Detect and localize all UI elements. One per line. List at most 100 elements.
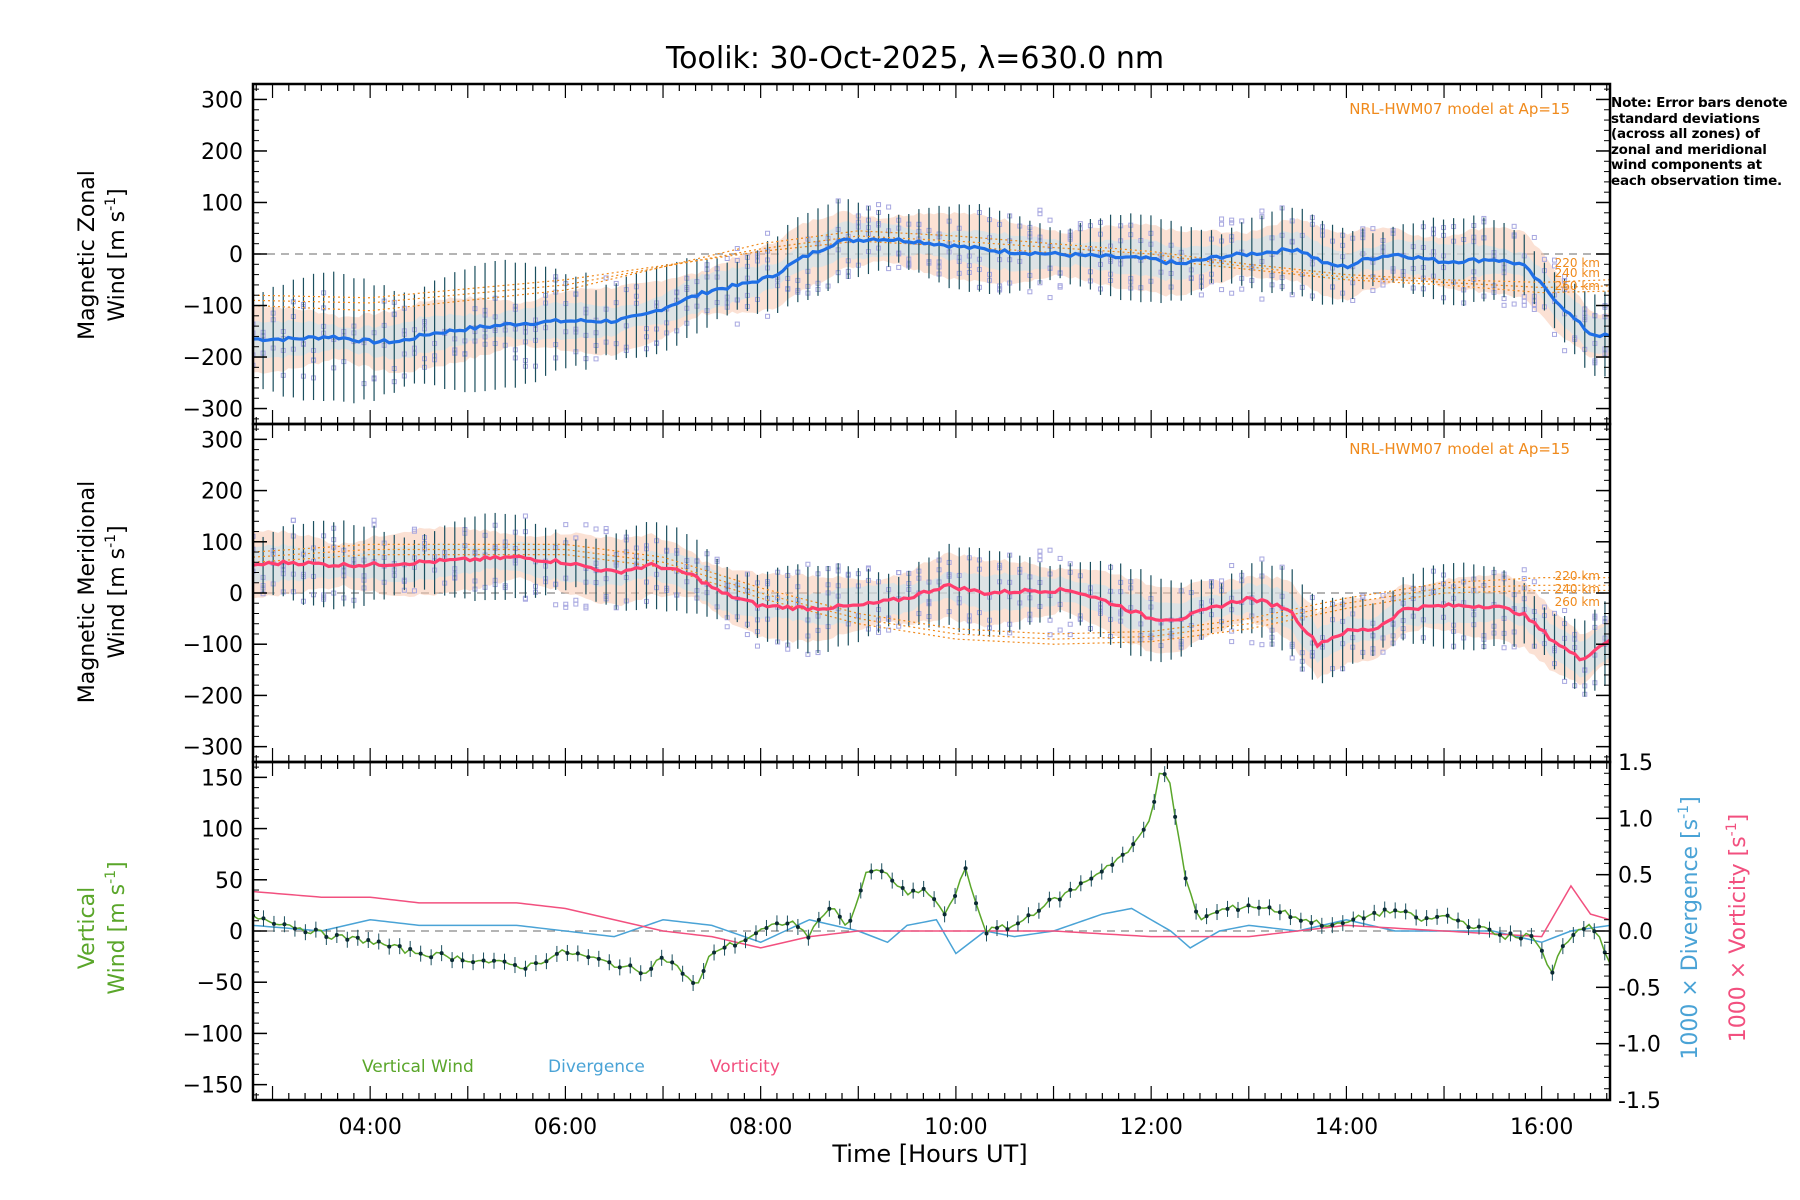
y-tick-label: −150 [183, 1074, 243, 1099]
zone-sample-point [1531, 579, 1537, 585]
y-tick-label: 100 [201, 531, 243, 556]
vorticity-ylabel-suffix: ] [1726, 814, 1751, 823]
zone-sample-point [1229, 220, 1235, 226]
vertical-wind-point [1298, 918, 1303, 923]
zone-sample-point [1047, 632, 1053, 638]
zone-sample-point [1047, 217, 1053, 223]
vorticity-ylabel-sup: -1 [1724, 822, 1740, 836]
zone-sample-point [734, 321, 740, 327]
zone-sample-point [1350, 297, 1356, 303]
zone-sample-point [1370, 287, 1376, 293]
y-tick-label: 300 [201, 428, 243, 453]
zone-sample-point [253, 546, 256, 552]
vertical-wind-point [670, 960, 675, 965]
vertical-wind-panel: -1.5 -1.0 -0.5 0.0 0.5 1.0 1.5 04:00 06:00 08:00 1… [183, 751, 1661, 1140]
vertical-wind-point [1351, 917, 1356, 922]
vertical-error-bars [253, 766, 1607, 992]
vorticity-line [253, 884, 1610, 949]
zone-sample-point [1198, 292, 1204, 298]
zone-sample-point [1259, 208, 1265, 214]
zone-sample-point [734, 246, 740, 252]
vertical-wind-point [1057, 897, 1062, 902]
y-tick-label: −300 [183, 398, 243, 423]
vertical-wind-point [1529, 933, 1534, 938]
zone-sample-point [1027, 289, 1033, 295]
vertical-wind-point [701, 969, 706, 974]
vertical-wind-point [1015, 921, 1020, 926]
y-tick-label: −50 [197, 971, 243, 996]
vertical-wind-point [1141, 827, 1146, 832]
vertical-wind-point [1581, 926, 1586, 931]
vertical-wind-point [512, 963, 517, 968]
vertical-wind-point [387, 944, 392, 949]
vertical-wind-point [1403, 909, 1408, 914]
x-axis-label: Time [Hours UT] [831, 1140, 1027, 1168]
y-tick-label: −200 [183, 684, 243, 709]
zone-sample-point [1289, 655, 1295, 661]
meridional-ylabel-sup: -1 [103, 534, 119, 548]
vertical-wind-point [1047, 897, 1052, 902]
zone-sample-point [1219, 578, 1225, 584]
model-curve [253, 548, 1610, 640]
spread-band-inner [253, 221, 1610, 360]
zone-sample-point [1562, 678, 1568, 684]
zone-sample-point [1541, 256, 1547, 262]
vertical-wind-point [397, 944, 402, 949]
vertical-wind-point [743, 938, 748, 943]
plot-area [253, 766, 1610, 992]
zonal-wind-line [253, 236, 1610, 345]
vertical-wind-point [911, 888, 916, 893]
y-tick-label: 200 [201, 140, 243, 165]
legend-divergence: Divergence [548, 1057, 645, 1077]
vertical-wind-point [1456, 918, 1461, 923]
vorticity-ylabel-prefix: 1000 × Vorticity [s [1726, 836, 1751, 1042]
zone-sample-point [583, 603, 589, 609]
model-curve [253, 230, 1610, 312]
vertical-ylabel-line2: Wind [m s-1] [103, 861, 130, 994]
zone-sample-point [1057, 627, 1063, 633]
model-altitude-label: 240 km [1555, 582, 1600, 596]
vertical-wind-point [460, 958, 465, 963]
zone-sample-point [1229, 217, 1235, 223]
zone-sample-point [1259, 556, 1265, 562]
vertical-wind-point [848, 918, 853, 923]
zone-sample-point [1380, 282, 1386, 288]
zone-sample-point [896, 570, 902, 576]
zone-sample-point [886, 204, 892, 210]
x-tick-label: 14:00 [1315, 1115, 1378, 1140]
vertical-wind-point [313, 927, 318, 932]
vertical-wind-point [764, 925, 769, 930]
vertical-wind-point [1194, 909, 1199, 914]
vertical-wind-point [345, 937, 350, 942]
model-curves [253, 230, 1610, 312]
zone-sample-point [553, 602, 559, 608]
vertical-wind-point [1414, 915, 1419, 920]
vertical-wind-point [1518, 936, 1523, 941]
meridional-ylabel-line1: Magnetic Meridional [75, 481, 100, 703]
zone-sample-point [1552, 331, 1558, 337]
model-altitude-label: 220 km [1555, 569, 1600, 583]
zone-sample-point [754, 643, 760, 649]
zone-sample-point [896, 264, 902, 270]
vertical-ylabel-suffix: ] [105, 861, 130, 870]
vertical-wind-point [282, 922, 287, 927]
vertical-wind-point [596, 956, 601, 961]
vertical-wind-point [1340, 921, 1345, 926]
vertical-wind-point [649, 966, 654, 971]
zone-sample-point [290, 517, 296, 523]
zone-sample-point [1037, 211, 1043, 217]
zone-sample-point [1229, 290, 1235, 296]
vertical-wind-point [324, 934, 329, 939]
vertical-wind-point [429, 955, 434, 960]
meridional-ylabel-prefix: Wind [m s [105, 548, 130, 659]
zone-sample-point [253, 321, 256, 327]
vertical-wind-point [953, 893, 958, 898]
vertical-wind-point [1078, 881, 1083, 886]
vertical-wind-point [785, 921, 790, 926]
vertical-wind-point [1372, 910, 1377, 915]
zone-sample-point [1562, 273, 1568, 279]
x-tick-label: 04:00 [338, 1115, 401, 1140]
zone-sample-point [603, 529, 609, 535]
zone-sample-point [1370, 226, 1376, 232]
vertical-wind-point [533, 961, 538, 966]
